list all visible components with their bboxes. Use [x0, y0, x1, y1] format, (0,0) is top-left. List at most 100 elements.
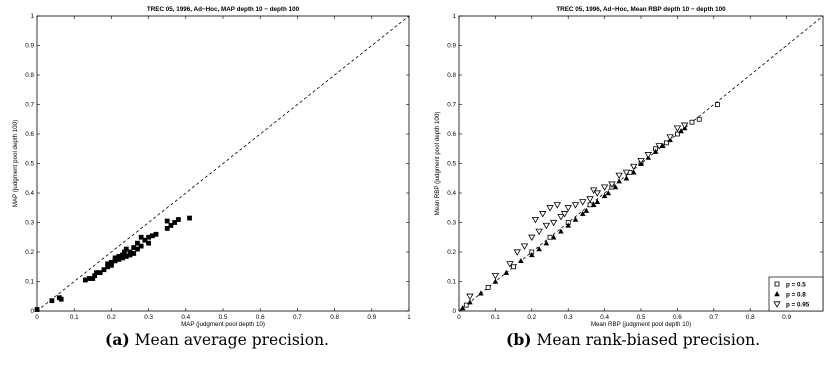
caption-a-text: Mean average precision. — [134, 331, 329, 349]
data-point — [579, 199, 587, 206]
data-point — [678, 128, 684, 134]
x-tick-label: 0.4 — [181, 314, 190, 321]
data-point — [680, 122, 689, 129]
data-point — [715, 102, 720, 107]
x-tick-label: 0.2 — [107, 314, 116, 321]
data-point — [503, 269, 510, 275]
y-tick-label: 0.3 — [447, 220, 456, 227]
x-tick-label: 0.5 — [219, 314, 228, 321]
x-tick-label: 0 — [457, 314, 461, 321]
caption-a: (a) Mean average precision. — [105, 330, 329, 349]
chart-title: TREC 05, 1996, Ad−Hoc, MAP depth 10 − de… — [147, 6, 300, 13]
data-point — [463, 302, 469, 308]
series-2 — [466, 122, 689, 301]
data-point — [696, 116, 702, 122]
y-tick-label: 0.7 — [25, 102, 34, 109]
data-point — [571, 202, 580, 209]
y-tick-label: 0.1 — [25, 279, 34, 286]
legend-label: p = 0.95 — [786, 302, 810, 309]
y-tick-label: 0 — [452, 308, 456, 315]
data-point — [101, 267, 107, 273]
reference-line-identity — [36, 15, 410, 312]
data-point — [168, 223, 174, 228]
data-point — [630, 169, 637, 175]
data-point — [652, 148, 659, 154]
y-tick-label: 0.6 — [447, 131, 456, 138]
caption-a-tag: (a) — [105, 330, 130, 349]
data-point — [153, 231, 159, 237]
data-point — [558, 228, 564, 234]
data-point — [135, 246, 140, 252]
data-point — [112, 258, 118, 264]
data-point — [116, 254, 122, 259]
data-point — [546, 205, 554, 212]
x-tick-label: 0.4 — [600, 314, 609, 321]
data-point — [97, 270, 103, 276]
y-tick-label: 1 — [452, 13, 456, 20]
data-point — [92, 273, 98, 278]
data-point — [587, 202, 593, 208]
y-tick-label: 0.9 — [25, 43, 34, 50]
data-point — [58, 296, 64, 302]
x-tick-label: 0.5 — [637, 314, 646, 321]
data-point — [491, 272, 500, 280]
data-point — [616, 178, 622, 184]
data-point — [615, 172, 623, 180]
data-point — [528, 234, 536, 242]
data-point — [553, 202, 561, 209]
x-tick-label: 0.3 — [564, 314, 573, 321]
data-point — [644, 152, 652, 159]
data-point — [535, 228, 543, 236]
data-point — [565, 222, 571, 228]
data-point — [123, 254, 129, 259]
data-point — [513, 249, 521, 256]
y-tick-label: 0.5 — [25, 161, 34, 168]
data-point — [94, 270, 99, 276]
data-point — [539, 211, 547, 218]
data-point — [593, 190, 602, 197]
x-tick-label: 1 — [407, 314, 411, 321]
y-tick-label: 0.8 — [447, 72, 456, 79]
data-point — [123, 246, 129, 252]
legend-label: p = 0.5 — [786, 282, 806, 289]
data-point — [109, 262, 114, 268]
data-point — [586, 196, 594, 203]
chart-panel-map: TREC 05, 1996, Ad−Hoc, MAP depth 10 − de… — [12, 6, 411, 328]
data-point — [623, 175, 630, 181]
y-tick-label: 0.7 — [447, 102, 456, 109]
data-point — [459, 305, 466, 311]
data-point — [612, 184, 619, 190]
y-axis-label: Mean RBP (judgment pool depth 100) — [434, 112, 441, 216]
data-point — [112, 255, 118, 261]
data-point — [175, 217, 181, 222]
data-point — [146, 234, 151, 240]
x-tick-label: 0.9 — [367, 314, 376, 321]
data-point — [590, 201, 597, 207]
y-tick-label: 0.4 — [25, 190, 34, 197]
data-point — [550, 234, 557, 240]
data-point — [673, 125, 682, 132]
y-tick-label: 0.8 — [25, 72, 34, 79]
x-tick-label: 0.1 — [70, 314, 79, 321]
data-point — [543, 240, 550, 246]
data-point — [664, 140, 669, 146]
x-tick-label: 0.2 — [527, 314, 536, 321]
data-point — [572, 216, 579, 222]
data-point — [622, 169, 631, 177]
data-point — [478, 290, 484, 296]
data-point — [164, 226, 170, 231]
data-point — [466, 293, 474, 301]
legend-marker — [774, 281, 780, 287]
data-point — [82, 277, 88, 283]
data-point — [564, 205, 572, 212]
data-point — [579, 210, 586, 216]
data-point — [675, 131, 680, 137]
data-point — [605, 190, 612, 196]
data-point — [660, 142, 666, 148]
legend-label: p = 0.8 — [786, 292, 806, 299]
x-tick-label: 0.9 — [782, 314, 791, 321]
data-point — [600, 184, 609, 191]
y-tick-label: 1 — [30, 13, 34, 20]
y-tick-label: 0.2 — [25, 249, 34, 256]
